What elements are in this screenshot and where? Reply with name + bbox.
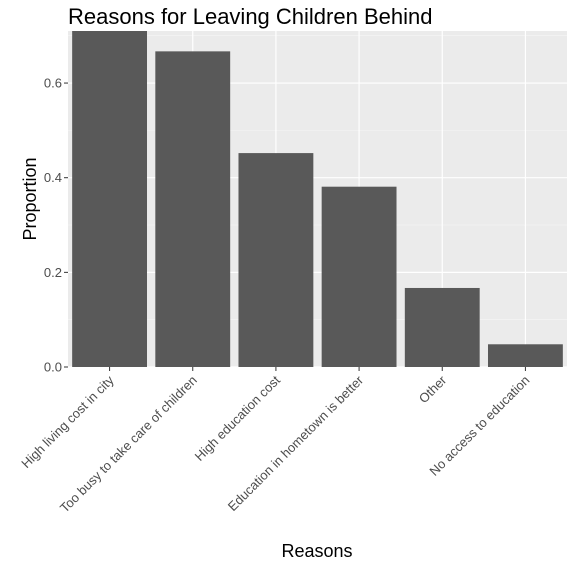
y-tick-label: 0.0 <box>44 360 62 375</box>
bar <box>72 31 148 367</box>
y-axis-title: Proportion <box>20 157 40 240</box>
y-tick-label: 0.4 <box>44 170 62 185</box>
plot-panel <box>68 31 567 367</box>
y-axis: 0.0 0.2 0.4 0.6 <box>44 76 68 375</box>
x-tick-label: Education in hometown is better <box>225 372 367 514</box>
x-tick-label: Too busy to take care of children <box>57 373 200 516</box>
y-tick-label: 0.2 <box>44 265 62 280</box>
bar <box>487 344 563 367</box>
x-axis-title: Reasons <box>281 541 352 561</box>
chart-title: Reasons for Leaving Children Behind <box>68 4 432 29</box>
bars <box>72 31 563 367</box>
y-tick-label: 0.6 <box>44 76 62 91</box>
x-tick-label: High education cost <box>192 372 284 464</box>
bar <box>155 51 231 367</box>
bar <box>238 153 314 367</box>
bar <box>321 186 397 367</box>
bar <box>404 287 480 367</box>
x-tick-label: Other <box>416 372 450 406</box>
x-tick-label: High living cost in city <box>18 372 117 471</box>
